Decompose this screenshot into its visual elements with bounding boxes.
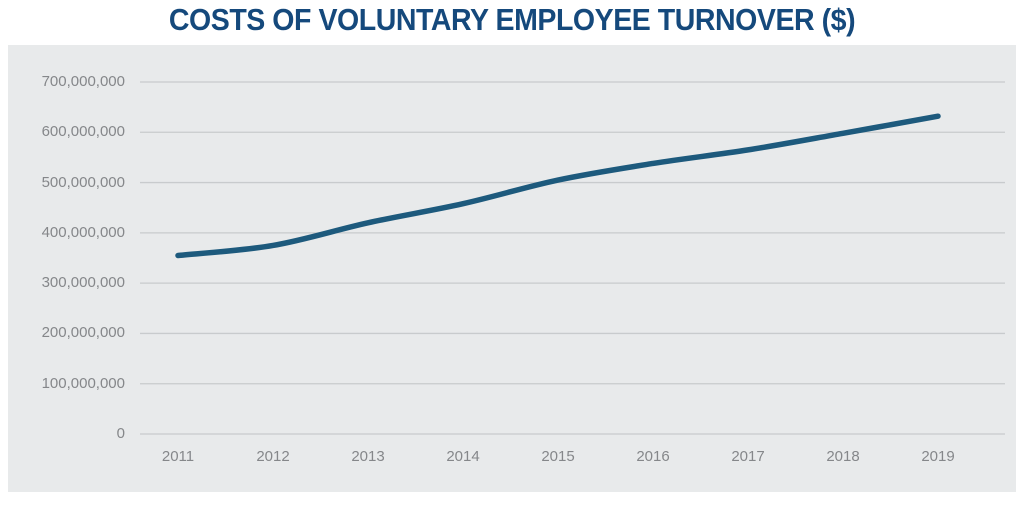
- y-tick-label: 400,000,000: [41, 223, 125, 241]
- y-tick-label: 700,000,000: [41, 73, 125, 90]
- x-tick-label: 2018: [826, 448, 860, 465]
- y-tick-label: 0: [116, 425, 125, 442]
- chart-panel: 0 100,000,000 200,000,000 300,000,000 400,00…: [8, 45, 1016, 492]
- x-tick-label: 2019: [921, 448, 955, 465]
- y-tick-label: 600,000,000: [41, 123, 125, 141]
- y-tick-label: 300,000,000: [41, 274, 125, 292]
- x-tick-label: 2012: [256, 448, 290, 465]
- x-tick-label: 2017: [731, 448, 765, 465]
- x-tick-label: 2011: [161, 448, 195, 465]
- y-tick-label: 200,000,000: [41, 324, 125, 342]
- x-tick-label: 2013: [351, 448, 385, 465]
- x-tick-label: 2015: [541, 448, 575, 465]
- chart-title: COSTS OF VOLUNTARY EMPLOYEE TURNOVER ($): [168, 2, 856, 37]
- line-series: [175, 113, 941, 259]
- y-tick-label: 500,000,000: [41, 173, 125, 191]
- y-tick-label: 100,000,000: [41, 374, 125, 392]
- x-tick-label: 2016: [636, 448, 670, 465]
- x-tick-label: 2014: [446, 448, 480, 465]
- plot-area: [140, 81, 1005, 435]
